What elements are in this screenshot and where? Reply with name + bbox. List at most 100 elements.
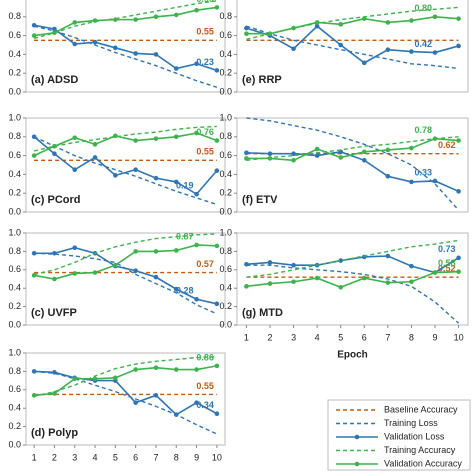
- point: [72, 245, 78, 251]
- point: [214, 68, 220, 73]
- point: [173, 367, 179, 372]
- point: [409, 145, 414, 151]
- x-tick-label: 9: [194, 452, 199, 462]
- x-tick-label: 1: [32, 452, 37, 462]
- y-tick-label: 1.0: [219, 112, 232, 122]
- y-tick-label: 1.0: [219, 227, 232, 237]
- point: [31, 22, 37, 28]
- point: [432, 136, 438, 141]
- point: [456, 269, 461, 274]
- point: [153, 274, 159, 280]
- plot-frame: [25, 352, 226, 446]
- point: [153, 14, 159, 20]
- point: [133, 167, 138, 172]
- point: [385, 147, 391, 153]
- point: [72, 376, 78, 382]
- point: [214, 5, 220, 10]
- legend-label: Training Loss: [384, 418, 438, 428]
- point: [314, 146, 320, 152]
- legend-label: Validation Accuracy: [384, 458, 462, 468]
- point: [173, 66, 179, 71]
- series-line: [34, 370, 218, 416]
- legend-label: Baseline Accuracy: [384, 404, 458, 414]
- point: [31, 153, 37, 158]
- point: [432, 270, 438, 275]
- point: [31, 393, 37, 398]
- y-tick-label: 0.4: [8, 403, 21, 413]
- value-label: 0.55: [196, 381, 214, 391]
- y-tick-label: 0.4: [8, 49, 21, 59]
- point: [314, 23, 320, 29]
- y-tick-label: 0.6: [8, 384, 21, 394]
- panel-title: (c) PCord: [31, 194, 81, 206]
- point: [214, 301, 220, 307]
- point: [113, 375, 118, 381]
- series-line: [33, 355, 217, 397]
- x-tick-label: 5: [338, 332, 343, 342]
- value-label: 0.87: [176, 231, 194, 241]
- point: [409, 279, 414, 285]
- point: [133, 138, 138, 143]
- point: [113, 45, 118, 51]
- point: [409, 263, 414, 269]
- y-tick-label: 1.0: [8, 227, 21, 237]
- value-label: 0.42: [414, 39, 432, 49]
- y-tick-label: 0.2: [219, 188, 232, 198]
- plot-frame: [236, 232, 469, 326]
- plot-frame: [236, 0, 469, 93]
- point: [113, 17, 118, 22]
- y-tick-label: 0.6: [8, 264, 21, 274]
- x-tick-label: 7: [153, 452, 158, 462]
- plot-frame: [25, 232, 226, 326]
- series-line: [33, 244, 217, 280]
- series-line: [246, 25, 459, 64]
- y-tick-label: 0.0: [8, 439, 21, 449]
- point: [432, 178, 438, 184]
- point: [194, 130, 199, 136]
- y-tick-label: 0.0: [219, 206, 232, 216]
- series-line: [246, 25, 459, 70]
- point: [31, 134, 37, 140]
- x-tick-label: 8: [409, 332, 414, 342]
- point: [314, 153, 320, 158]
- point: [291, 158, 296, 163]
- value-label: 0.76: [196, 127, 214, 137]
- point: [153, 175, 159, 181]
- point: [72, 167, 78, 172]
- point: [267, 156, 273, 161]
- y-tick-label: 0.8: [8, 131, 21, 141]
- series-line: [33, 233, 217, 276]
- x-tick-label: 6: [133, 452, 138, 462]
- y-tick-label: 0.8: [8, 246, 21, 256]
- x-tick-label: 2: [267, 332, 272, 342]
- point: [72, 41, 78, 47]
- series-line: [246, 264, 460, 324]
- value-label: 0.55: [196, 27, 214, 37]
- y-tick-label: 0.6: [219, 150, 232, 160]
- point: [153, 136, 159, 141]
- y-tick-label: 1.0: [8, 347, 21, 357]
- point: [31, 33, 37, 38]
- value-label: 0.33: [414, 167, 432, 177]
- panel-title: (e) RRP: [242, 74, 282, 86]
- point: [92, 39, 98, 45]
- point: [153, 52, 159, 57]
- series-line: [33, 125, 217, 152]
- point: [113, 262, 118, 268]
- point: [173, 248, 179, 253]
- point: [52, 370, 57, 375]
- point: [173, 134, 179, 140]
- y-tick-label: 0.0: [8, 319, 21, 329]
- x-tick-label: 2: [52, 452, 57, 462]
- point: [31, 369, 37, 374]
- point: [409, 179, 414, 185]
- series-line: [33, 136, 218, 196]
- point: [267, 31, 273, 37]
- legend-marker: [354, 434, 360, 440]
- point: [153, 393, 159, 398]
- point: [214, 363, 220, 369]
- point: [173, 412, 179, 417]
- point: [361, 60, 367, 66]
- series-line: [246, 151, 459, 193]
